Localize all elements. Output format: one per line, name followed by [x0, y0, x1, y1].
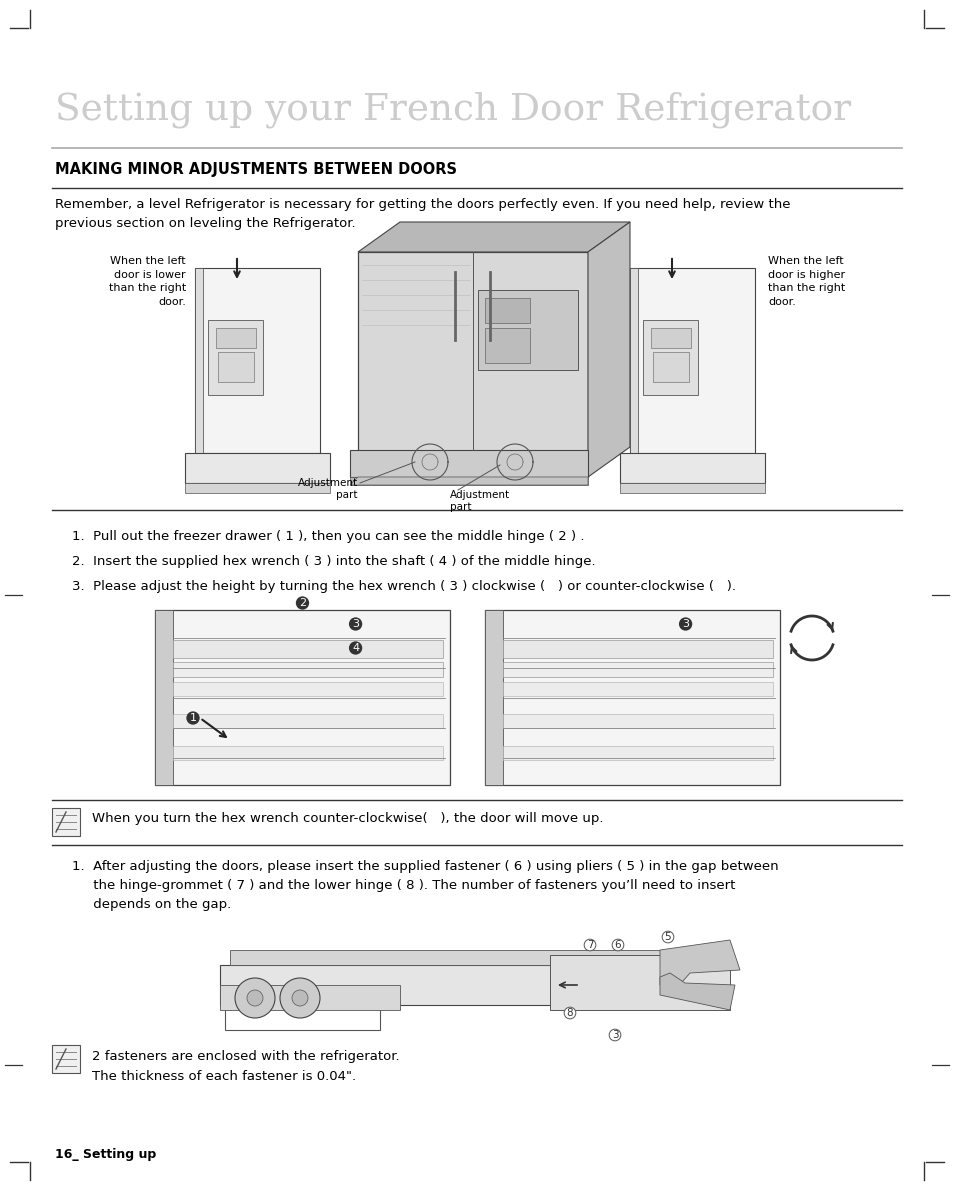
Text: When you turn the hex wrench counter-clockwise(   ), the door will move up.: When you turn the hex wrench counter-clo…	[91, 812, 603, 825]
Text: The thickness of each fastener is 0.04".: The thickness of each fastener is 0.04".	[91, 1070, 355, 1083]
Text: 16_ Setting up: 16_ Setting up	[55, 1148, 156, 1161]
Bar	[652, 352, 688, 382]
Bar	[484, 328, 530, 363]
Circle shape	[292, 990, 308, 1006]
Text: 5: 5	[664, 932, 671, 942]
Text: MAKING MINOR ADJUSTMENTS BETWEEN DOORS: MAKING MINOR ADJUSTMENTS BETWEEN DOORS	[55, 162, 456, 177]
Polygon shape	[357, 223, 629, 252]
Bar	[619, 483, 764, 493]
Text: 2: 2	[298, 599, 306, 608]
Bar	[172, 640, 442, 658]
Bar	[218, 352, 253, 382]
Bar	[629, 268, 754, 453]
Text: 3: 3	[352, 619, 358, 630]
Bar	[194, 268, 319, 453]
Bar	[550, 956, 729, 1010]
Bar	[172, 662, 442, 677]
Text: 8: 8	[566, 1008, 573, 1017]
Bar	[650, 328, 690, 347]
Text: 1: 1	[190, 713, 196, 724]
Text: 1.  After adjusting the doors, please insert the supplied fastener ( 6 ) using p: 1. After adjusting the doors, please ins…	[71, 860, 778, 912]
Bar	[484, 298, 530, 322]
Bar	[220, 985, 399, 1010]
Bar	[215, 328, 255, 347]
Bar	[230, 950, 689, 965]
Circle shape	[234, 978, 274, 1017]
Circle shape	[247, 990, 263, 1006]
Bar	[502, 662, 772, 677]
Polygon shape	[587, 223, 629, 477]
Bar	[477, 290, 578, 370]
Bar	[619, 453, 764, 483]
Bar	[484, 610, 780, 785]
Text: When the left
door is higher
than the right
door.: When the left door is higher than the ri…	[767, 256, 844, 307]
Bar	[502, 714, 772, 728]
Bar	[484, 610, 502, 785]
Text: 2.  Insert the supplied hex wrench ( 3 ) into the shaft ( 4 ) of the middle hing: 2. Insert the supplied hex wrench ( 3 ) …	[71, 555, 595, 568]
Text: Setting up your French Door Refrigerator: Setting up your French Door Refrigerator	[55, 92, 850, 129]
Text: 7: 7	[586, 940, 593, 950]
Text: Adjustment
part: Adjustment part	[297, 478, 357, 501]
Bar	[52, 808, 80, 837]
Bar	[185, 453, 330, 483]
Bar	[642, 320, 698, 395]
Bar	[220, 965, 700, 1006]
Text: Adjustment
part: Adjustment part	[450, 490, 510, 513]
Bar	[502, 746, 772, 760]
Polygon shape	[659, 973, 734, 1010]
Bar	[172, 682, 442, 696]
Bar	[154, 610, 450, 785]
Text: 1.  Pull out the freezer drawer ( 1 ), then you can see the middle hinge ( 2 ) .: 1. Pull out the freezer drawer ( 1 ), th…	[71, 530, 584, 543]
Text: 3.  Please adjust the height by turning the hex wrench ( 3 ) clockwise (   ) or : 3. Please adjust the height by turning t…	[71, 580, 735, 593]
Bar	[208, 320, 263, 395]
Circle shape	[280, 978, 319, 1017]
Text: 2 fasteners are enclosed with the refrigerator.: 2 fasteners are enclosed with the refrig…	[91, 1050, 399, 1063]
Bar	[52, 1045, 80, 1073]
Polygon shape	[350, 477, 587, 486]
Bar	[502, 682, 772, 696]
Bar	[502, 640, 772, 658]
Bar	[350, 477, 587, 486]
Bar	[185, 483, 330, 493]
Bar	[357, 252, 587, 477]
Bar	[629, 268, 638, 453]
Bar	[172, 746, 442, 760]
Text: 6: 6	[614, 940, 620, 950]
Bar	[154, 610, 172, 785]
Bar	[350, 450, 587, 477]
Bar	[172, 714, 442, 728]
Bar	[194, 268, 203, 453]
Text: Remember, a level Refrigerator is necessary for getting the doors perfectly even: Remember, a level Refrigerator is necess…	[55, 198, 790, 230]
Text: When the left
door is lower
than the right
door.: When the left door is lower than the rig…	[109, 256, 186, 307]
Polygon shape	[659, 940, 740, 990]
Text: 4: 4	[352, 643, 358, 653]
Text: 3: 3	[681, 619, 688, 630]
Text: 3: 3	[611, 1031, 618, 1040]
